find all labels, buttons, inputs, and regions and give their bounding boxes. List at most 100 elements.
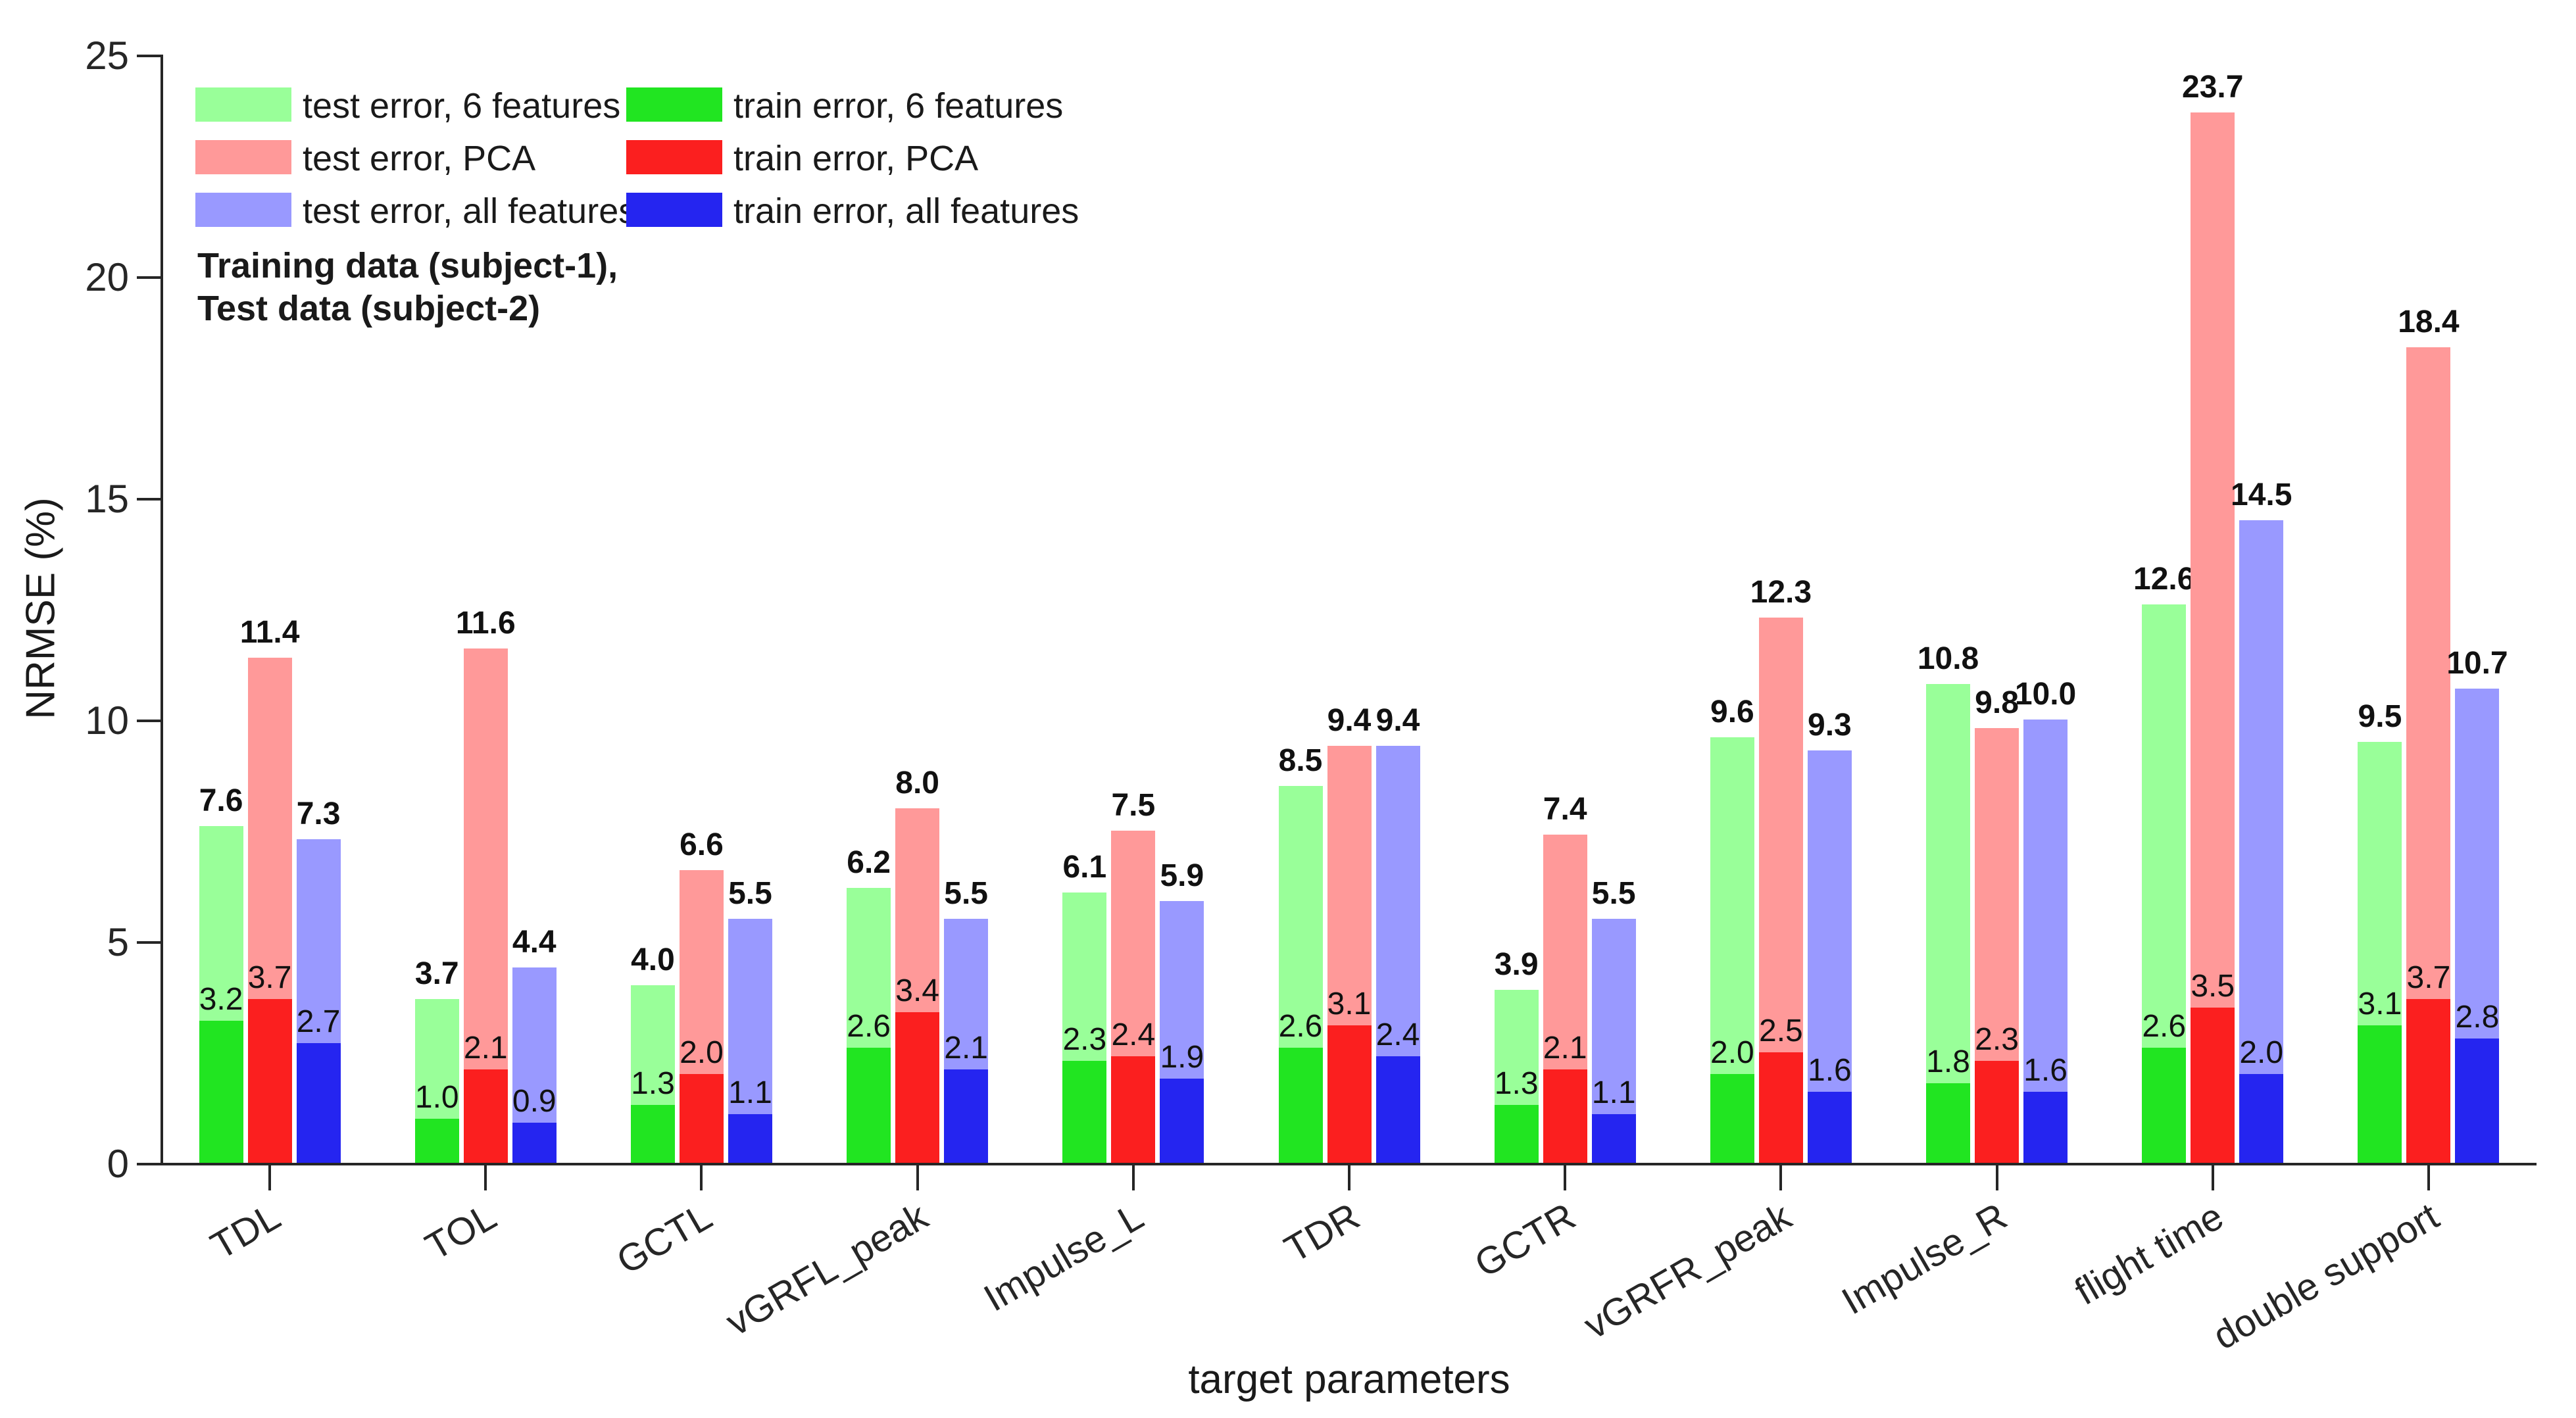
- value-label-test: 8.5: [1278, 743, 1323, 779]
- value-label-train: 2.6: [1278, 1008, 1323, 1044]
- bar-train: [2358, 1025, 2402, 1163]
- legend-label: train error, all features: [733, 191, 1079, 231]
- bar-train: [944, 1069, 989, 1163]
- y-axis-line: [161, 55, 163, 1165]
- value-label-test: 4.0: [631, 942, 675, 978]
- y-tick-label: 0: [107, 1142, 129, 1186]
- bar-train: [247, 998, 292, 1163]
- value-label-train: 1.0: [414, 1079, 459, 1115]
- bar-train: [1160, 1078, 1204, 1163]
- x-tick: [700, 1165, 703, 1190]
- legend-swatch: [626, 140, 722, 174]
- legend-swatch: [195, 140, 291, 174]
- bar-train: [512, 1123, 557, 1163]
- value-label-train: 2.6: [2142, 1008, 2187, 1044]
- value-label-test: 6.6: [680, 827, 724, 863]
- value-label-train: 3.7: [2406, 960, 2451, 995]
- legend-label: test error, PCA: [303, 139, 536, 178]
- value-label-train: 2.4: [1111, 1017, 1156, 1053]
- bar-train: [463, 1069, 508, 1163]
- bar-train: [296, 1043, 341, 1163]
- bar-train: [2239, 1074, 2284, 1163]
- bar-train: [2406, 998, 2451, 1163]
- value-label-test: 10.0: [2014, 677, 2077, 712]
- value-label-train: 2.3: [1062, 1021, 1107, 1057]
- value-label-test: 9.3: [1807, 708, 1852, 743]
- legend-label: train error, 6 features: [733, 86, 1064, 126]
- bar-train: [1494, 1105, 1539, 1163]
- value-label-test: 6.2: [847, 845, 891, 881]
- value-label-train: 2.7: [296, 1004, 341, 1040]
- value-label-train: 2.1: [944, 1031, 988, 1066]
- legend-swatch: [626, 87, 722, 122]
- value-label-test: 11.6: [455, 606, 516, 641]
- y-tick-label: 5: [107, 920, 129, 964]
- x-tick: [1564, 1165, 1567, 1190]
- bar-test: [2239, 520, 2284, 1163]
- y-tick-label: 10: [85, 698, 129, 743]
- value-label-test: 7.6: [199, 783, 243, 818]
- value-label-train: 1.9: [1160, 1039, 1204, 1075]
- value-label-test: 12.3: [1750, 574, 1812, 610]
- x-axis-label: target parameters: [1188, 1357, 1510, 1402]
- value-label-train: 1.8: [1926, 1044, 1970, 1079]
- bar-train: [1111, 1056, 1156, 1163]
- value-label-train: 1.3: [631, 1066, 675, 1102]
- value-label-test: 9.4: [1375, 703, 1420, 739]
- x-tick: [268, 1165, 272, 1190]
- x-tick: [1131, 1165, 1135, 1190]
- value-label-test: 18.4: [2398, 304, 2460, 339]
- value-label-test: 6.1: [1062, 849, 1107, 885]
- bar-train: [1807, 1092, 1852, 1163]
- bar-train: [2191, 1008, 2235, 1163]
- annotation-line-2: Test data (subject-2): [197, 289, 541, 328]
- y-tick: [137, 55, 162, 57]
- value-label-test: 9.6: [1710, 694, 1754, 729]
- value-label-test: 10.7: [2446, 645, 2508, 681]
- bar-train: [1278, 1047, 1323, 1163]
- y-tick-label: 15: [85, 477, 129, 521]
- value-label-test: 23.7: [2182, 69, 2244, 105]
- y-tick: [137, 1163, 162, 1165]
- y-tick-label: 25: [85, 34, 129, 78]
- bar-train: [728, 1113, 772, 1163]
- value-label-train: 2.0: [680, 1035, 724, 1071]
- bar-train: [2142, 1047, 2187, 1163]
- value-label-train: 2.1: [463, 1031, 508, 1066]
- value-label-train: 3.7: [247, 960, 292, 995]
- bar-train: [1543, 1069, 1587, 1163]
- value-label-test: 5.9: [1160, 858, 1204, 894]
- bar-train: [1327, 1025, 1372, 1163]
- value-label-test: 5.5: [728, 876, 772, 912]
- bar-train: [1375, 1056, 1420, 1163]
- bar-train: [1758, 1052, 1803, 1163]
- x-tick: [1348, 1165, 1350, 1190]
- bar-test: [1926, 684, 1971, 1163]
- legend-label: test error, 6 features: [303, 86, 621, 126]
- bar-train: [414, 1118, 459, 1163]
- y-tick-label: 20: [85, 255, 129, 299]
- value-label-test: 11.4: [239, 614, 300, 650]
- value-label-test: 10.8: [1917, 641, 1979, 677]
- value-label-test: 3.7: [414, 956, 459, 991]
- bar-train: [1926, 1083, 1971, 1163]
- value-label-test: 5.5: [944, 876, 988, 912]
- value-label-train: 3.5: [2191, 969, 2235, 1004]
- x-tick: [2211, 1165, 2214, 1190]
- bar-train: [2455, 1039, 2500, 1163]
- value-label-test: 9.4: [1327, 703, 1372, 739]
- value-label-train: 3.4: [895, 973, 939, 1008]
- legend-swatch: [626, 193, 722, 227]
- value-label-train: 1.3: [1494, 1066, 1539, 1102]
- value-label-train: 3.1: [2358, 987, 2402, 1022]
- bar-train: [847, 1047, 891, 1163]
- value-label-train: 2.1: [1543, 1031, 1587, 1066]
- value-label-train: 2.5: [1758, 1013, 1803, 1048]
- y-tick: [137, 276, 162, 279]
- value-label-test: 4.4: [512, 925, 557, 960]
- value-label-train: 2.0: [1710, 1035, 1754, 1071]
- value-label-test: 5.5: [1591, 876, 1636, 912]
- bar-train: [630, 1105, 675, 1163]
